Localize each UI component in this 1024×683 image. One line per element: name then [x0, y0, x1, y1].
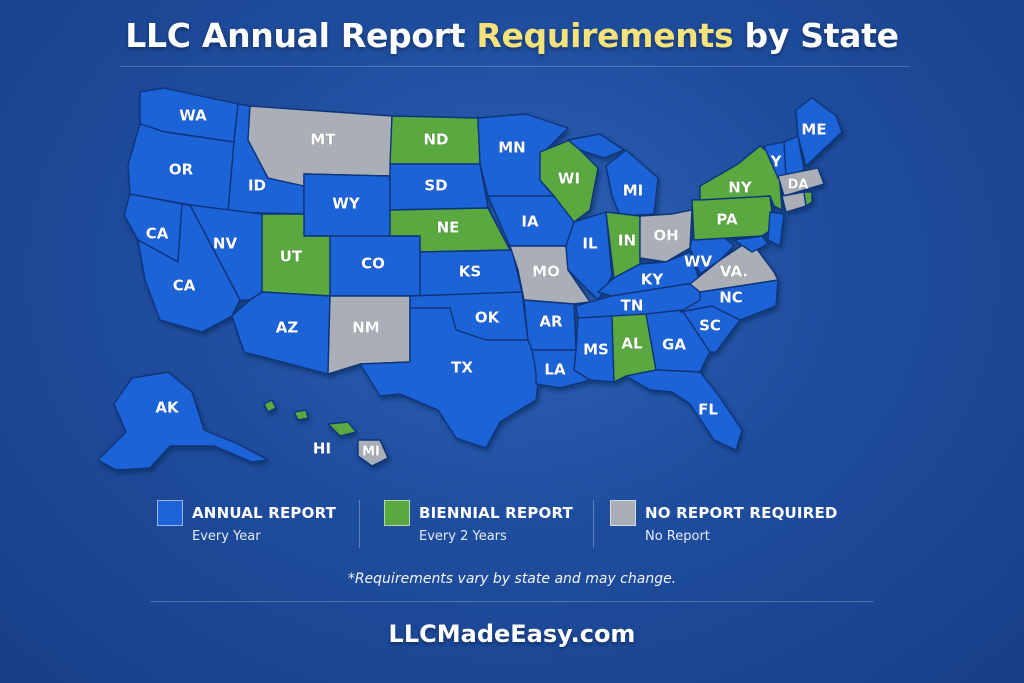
legend-swatch-none	[610, 500, 636, 526]
label-nc: NC	[719, 289, 743, 307]
label-mn: MN	[498, 139, 525, 157]
label-nd: ND	[423, 131, 448, 149]
label-pa: PA	[716, 211, 738, 229]
label-mo: MO	[532, 263, 560, 281]
state-nc[interactable]	[679, 279, 779, 321]
state-fl[interactable]	[625, 369, 743, 451]
us-map: WA OR CA CA ID NV MT WY UT AZ CO NM ND S…	[97, 87, 843, 471]
label-ny: NY	[728, 179, 753, 197]
label-ak: AK	[155, 399, 180, 417]
footer-divider	[150, 601, 874, 602]
title-text: LLC Annual Report	[125, 16, 477, 55]
legend-divider	[593, 500, 594, 548]
label-id: ID	[248, 177, 266, 195]
label-ky: KY	[641, 271, 665, 289]
disclaimer-note: *Requirements vary by state and may chan…	[347, 571, 677, 587]
state-me[interactable]	[795, 97, 843, 167]
label-me: ME	[801, 121, 826, 139]
label-nm: NM	[352, 319, 379, 337]
label-hi-island: MI	[362, 445, 380, 460]
label-la: LA	[544, 361, 566, 379]
state-hi-1[interactable]	[263, 399, 277, 413]
state-hi-4[interactable]	[357, 439, 389, 467]
label-ok: OK	[475, 309, 501, 327]
label-tn: TN	[621, 297, 644, 315]
state-hi-2[interactable]	[293, 409, 309, 421]
label-mi: MI	[623, 182, 644, 200]
legend-sub-none: No Report	[645, 529, 710, 544]
label-ma: DA	[788, 178, 809, 193]
label-il: IL	[582, 235, 598, 253]
label-ia: IA	[521, 213, 539, 231]
title-tail: by State	[733, 16, 900, 55]
label-fl: FL	[698, 401, 718, 419]
label-co: CO	[361, 255, 385, 273]
state-ri[interactable]	[803, 191, 813, 207]
page-title: LLC Annual Report Requirements by State	[0, 16, 1024, 55]
label-al: AL	[621, 335, 643, 353]
label-nv: NV	[213, 235, 238, 253]
label-ms: MS	[583, 341, 609, 359]
label-ca-south: CA	[173, 277, 196, 295]
label-az: AZ	[276, 319, 299, 337]
legend-label-annual: ANNUAL REPORT	[192, 504, 337, 522]
state-tx[interactable]	[359, 307, 541, 449]
label-wi: WI	[558, 170, 580, 188]
label-ca-north: CA	[146, 225, 169, 243]
label-sd: SD	[424, 177, 447, 195]
state-ct[interactable]	[781, 191, 807, 213]
state-ca-south[interactable]	[137, 203, 241, 333]
legend-label-none: NO REPORT REQUIRED	[645, 504, 838, 522]
legend-label-biennial: BIENNIAL REPORT	[419, 504, 573, 522]
state-hi-3[interactable]	[327, 421, 357, 437]
label-ut: UT	[280, 248, 303, 266]
label-in: IN	[618, 232, 636, 250]
label-hi: HI	[313, 440, 331, 458]
legend-swatch-annual	[157, 500, 183, 526]
label-wa: WA	[179, 107, 207, 125]
label-mt: MT	[310, 131, 336, 149]
label-ar: AR	[539, 313, 563, 331]
label-ga: GA	[662, 336, 686, 354]
state-md[interactable]	[733, 235, 769, 253]
legend-sub-biennial: Every 2 Years	[419, 529, 507, 544]
label-oh: OH	[653, 227, 678, 245]
state-mi[interactable]	[605, 149, 659, 217]
label-ne: NE	[437, 219, 460, 237]
label-va: VA.	[720, 263, 748, 281]
title-highlight: Requirements	[476, 16, 734, 55]
label-wv: WV	[684, 253, 713, 271]
label-vt: Y	[770, 153, 783, 171]
state-ga[interactable]	[645, 309, 711, 373]
label-ks: KS	[459, 263, 481, 281]
label-or: OR	[169, 161, 194, 179]
state-ma[interactable]	[777, 167, 825, 197]
label-tx: TX	[451, 359, 473, 377]
legend-swatch-biennial	[384, 500, 410, 526]
legend-divider	[359, 500, 360, 548]
label-sc: SC	[699, 317, 721, 335]
state-ny[interactable]	[699, 145, 783, 211]
state-ak[interactable]	[97, 371, 269, 471]
site-name: LLCMadeEasy.com	[388, 620, 636, 648]
state-mi-up[interactable]	[567, 133, 625, 159]
state-nh[interactable]	[783, 135, 805, 177]
state-nj[interactable]	[767, 211, 785, 247]
label-wy: WY	[332, 195, 361, 213]
title-divider	[120, 66, 910, 67]
legend-sub-annual: Every Year	[192, 529, 261, 544]
